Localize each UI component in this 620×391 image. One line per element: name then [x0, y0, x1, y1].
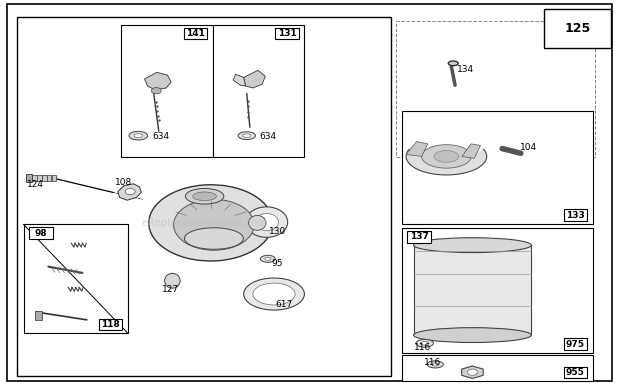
Bar [26, 174, 32, 182]
Ellipse shape [243, 134, 250, 137]
Ellipse shape [253, 283, 295, 305]
Ellipse shape [434, 151, 459, 162]
Text: 124: 124 [27, 180, 43, 189]
Bar [184, 28, 207, 39]
Bar [213, 25, 304, 157]
Ellipse shape [185, 228, 243, 249]
Bar [24, 224, 128, 333]
Bar [414, 245, 531, 335]
Bar [564, 338, 587, 350]
Bar [32, 175, 37, 181]
Circle shape [467, 369, 477, 375]
Ellipse shape [406, 138, 487, 175]
Bar [99, 319, 122, 330]
Ellipse shape [244, 278, 304, 310]
Text: 133: 133 [566, 210, 585, 220]
Text: 116: 116 [414, 343, 432, 352]
Text: 118: 118 [101, 320, 120, 329]
Ellipse shape [416, 339, 433, 347]
Text: 617: 617 [275, 300, 293, 310]
Bar [396, 21, 595, 157]
Ellipse shape [149, 185, 273, 261]
Ellipse shape [255, 213, 278, 231]
Bar [121, 25, 213, 157]
Ellipse shape [174, 199, 254, 250]
Polygon shape [144, 72, 171, 90]
Ellipse shape [427, 361, 443, 368]
Text: 975: 975 [566, 339, 585, 349]
Ellipse shape [265, 257, 271, 260]
Ellipse shape [238, 132, 255, 140]
Text: 108: 108 [115, 178, 133, 187]
Polygon shape [244, 70, 265, 88]
Polygon shape [462, 144, 480, 158]
Ellipse shape [422, 145, 471, 168]
Ellipse shape [134, 134, 143, 138]
Text: 116: 116 [424, 358, 441, 368]
Text: 131: 131 [278, 29, 296, 38]
Ellipse shape [448, 61, 458, 66]
Ellipse shape [414, 238, 531, 253]
Text: 130: 130 [268, 227, 286, 236]
Ellipse shape [165, 273, 180, 288]
Bar [47, 175, 51, 181]
Bar [29, 227, 53, 239]
Bar [544, 9, 611, 48]
Ellipse shape [406, 134, 487, 155]
Bar [564, 209, 587, 221]
Circle shape [125, 188, 135, 195]
Bar [35, 311, 42, 320]
Polygon shape [406, 142, 428, 156]
Text: 141: 141 [186, 29, 205, 38]
Ellipse shape [249, 215, 266, 230]
Bar [17, 17, 391, 376]
Text: 134: 134 [457, 65, 474, 74]
Bar [275, 28, 299, 39]
Text: 634: 634 [259, 132, 277, 142]
Ellipse shape [421, 342, 429, 345]
Bar [402, 355, 593, 381]
Ellipse shape [246, 207, 288, 237]
Text: 104: 104 [520, 142, 537, 152]
Bar [37, 175, 42, 181]
Text: eReplacementParts.com: eReplacementParts.com [141, 218, 268, 228]
Text: 634: 634 [152, 132, 169, 142]
Bar [402, 111, 593, 224]
Text: 125: 125 [565, 22, 591, 35]
Text: 127: 127 [162, 285, 180, 294]
Text: 955: 955 [566, 368, 585, 377]
Text: 137: 137 [410, 232, 428, 242]
Circle shape [151, 88, 161, 94]
Polygon shape [462, 366, 483, 378]
Ellipse shape [185, 188, 224, 204]
Ellipse shape [432, 363, 439, 366]
Polygon shape [118, 184, 141, 200]
Bar [402, 228, 593, 353]
Ellipse shape [260, 255, 275, 262]
Text: 98: 98 [35, 228, 47, 238]
Bar [407, 231, 431, 243]
Ellipse shape [193, 192, 216, 201]
Text: 95: 95 [271, 259, 283, 269]
Bar [42, 175, 46, 181]
Bar [52, 175, 56, 181]
Bar [564, 367, 587, 378]
Polygon shape [233, 74, 246, 86]
Ellipse shape [414, 328, 531, 343]
Ellipse shape [129, 131, 148, 140]
